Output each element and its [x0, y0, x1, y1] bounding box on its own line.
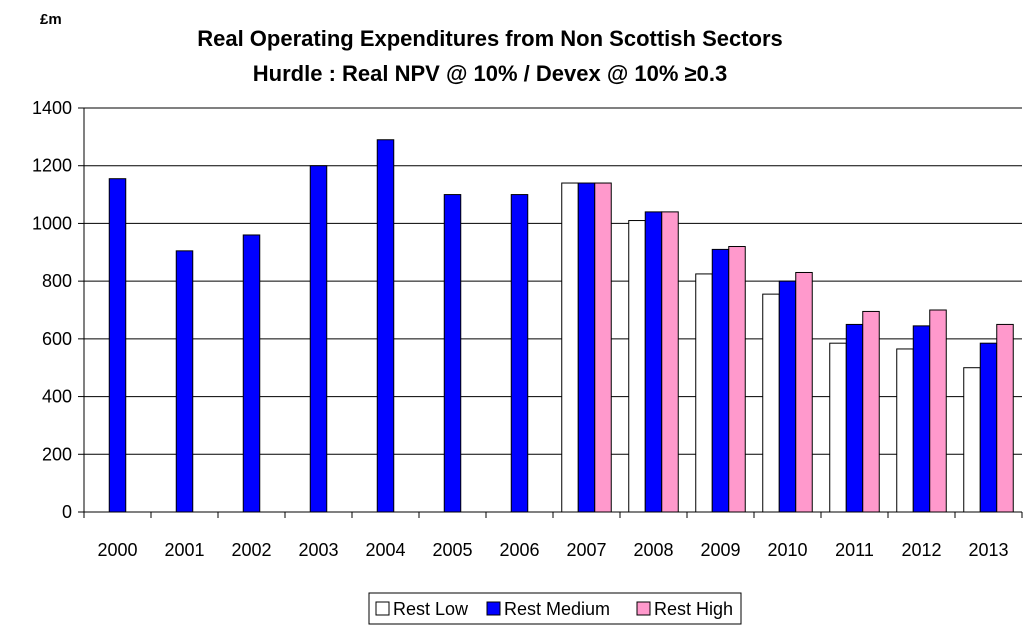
y-tick-label: 1200: [32, 156, 72, 176]
x-tick-label: 2010: [767, 540, 807, 560]
bar-rest-medium-2009: [711, 248, 730, 513]
bar-rest-low-2013: [963, 367, 981, 513]
gridlines: [78, 107, 1022, 513]
bar-rest-high-2009: [728, 246, 746, 513]
x-tick-label: 2008: [633, 540, 673, 560]
bar-rest-medium-2008: [644, 211, 663, 513]
bar-rest-low-2012: [896, 348, 914, 513]
bar-rest-medium-2002: [242, 234, 261, 513]
y-tick-label: 1000: [32, 213, 72, 233]
bar-rest-low-2007: [561, 182, 579, 513]
bar-rest-medium-2001: [175, 250, 194, 513]
bar-rest-medium-2005: [443, 194, 462, 513]
unit-label: £m: [40, 11, 62, 28]
x-tick-label: 2005: [432, 540, 472, 560]
bar-rest-low-2009: [695, 273, 713, 513]
bar-rest-medium-2012: [912, 325, 931, 513]
x-tick-label: 2003: [298, 540, 338, 560]
x-tick-label: 2004: [365, 540, 405, 560]
y-tick-label: 600: [42, 329, 72, 349]
bar-rest-medium-2000: [108, 178, 127, 513]
x-tick-labels: 2000 2001 2002 2003 2004 2005 2006 2007 2008 2009…: [97, 540, 1008, 560]
x-tick-label: 2000: [97, 540, 137, 560]
x-tick-label: 2009: [700, 540, 740, 560]
bar-rest-low-2011: [829, 342, 847, 513]
bar-rest-medium-2013: [979, 342, 998, 513]
bar-rest-medium-2010: [778, 280, 797, 513]
legend-swatch-rest-medium: [486, 601, 501, 616]
x-tick-label: 2012: [901, 540, 941, 560]
y-tick-label: 200: [42, 444, 72, 464]
bar-rest-high-2013: [996, 323, 1014, 513]
y-tick-labels: 0 200 400 600 800 1000 1200 1400: [32, 98, 72, 522]
x-tick-label: 2007: [566, 540, 606, 560]
legend-swatch-rest-high: [636, 601, 651, 616]
y-tick-label: 400: [42, 387, 72, 407]
chart-subtitle: Hurdle : Real NPV @ 10% / Devex @ 10% ≥0…: [253, 61, 727, 86]
y-tick-label: 1400: [32, 98, 72, 118]
axes: [83, 108, 1023, 518]
bar-rest-low-2008: [628, 220, 646, 513]
bar-rest-medium-2003: [309, 165, 328, 513]
bar-rest-high-2008: [661, 211, 679, 513]
legend-box: [368, 592, 742, 625]
x-tick-label: 2002: [231, 540, 271, 560]
bar-rest-medium-2004: [376, 139, 395, 513]
bars: [108, 139, 1014, 513]
bar-rest-high-2012: [929, 309, 947, 513]
legend-label: Rest Medium: [504, 599, 610, 619]
bar-rest-medium-2011: [845, 323, 864, 513]
legend: Rest Low Rest Medium Rest High: [368, 592, 742, 625]
bar-rest-medium-2007: [577, 182, 596, 513]
bar-rest-high-2011: [862, 310, 880, 513]
x-tick-label: 2013: [968, 540, 1008, 560]
legend-swatch-rest-low: [375, 601, 390, 616]
y-tick-label: 0: [62, 502, 72, 522]
legend-label: Rest Low: [393, 599, 469, 619]
bar-rest-medium-2006: [510, 194, 529, 513]
x-tick-label: 2001: [164, 540, 204, 560]
legend-label: Rest High: [654, 599, 733, 619]
bar-rest-high-2010: [795, 271, 813, 513]
bar-rest-low-2010: [762, 293, 780, 513]
x-tick-label: 2006: [499, 540, 539, 560]
chart-title: Real Operating Expenditures from Non Sco…: [197, 26, 783, 51]
bar-rest-high-2007: [594, 182, 612, 513]
y-tick-label: 800: [42, 271, 72, 291]
x-tick-label: 2011: [835, 540, 874, 560]
